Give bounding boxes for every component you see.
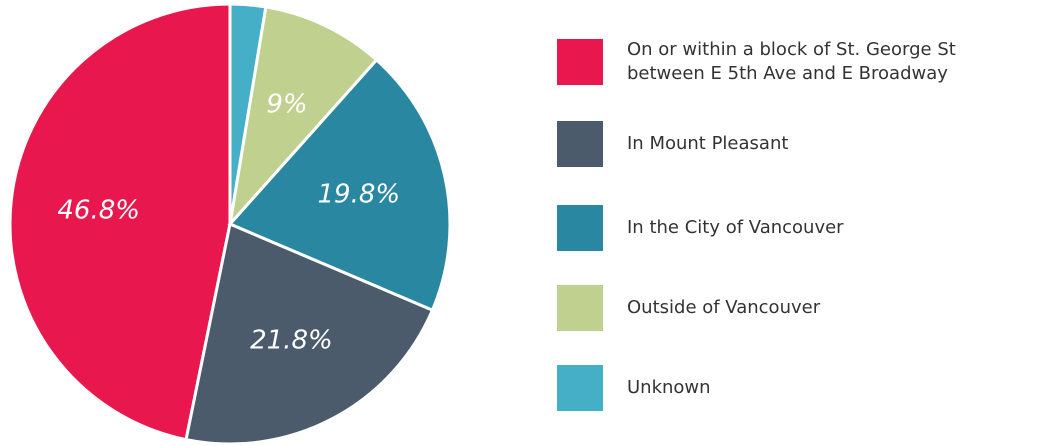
legend-swatch xyxy=(557,39,603,85)
legend-swatch xyxy=(557,365,603,411)
legend-item: Outside of Vancouver xyxy=(557,284,820,332)
legend-item: In Mount Pleasant xyxy=(557,120,788,168)
legend-item: On or within a block of St. George St be… xyxy=(557,38,956,86)
legend-label: Unknown xyxy=(627,377,711,398)
pie-slice xyxy=(184,221,435,446)
pie-slice xyxy=(228,2,268,225)
legend-swatch xyxy=(557,285,603,331)
pie-slice xyxy=(227,5,379,229)
legend-label: Outside of Vancouver xyxy=(627,297,821,318)
legend-label: In the City of Vancouver xyxy=(627,217,844,238)
slice-label: 19.8% xyxy=(318,180,401,210)
legend-swatch xyxy=(557,121,603,167)
legend-item: Unknown xyxy=(557,364,711,412)
pie-slice xyxy=(8,2,232,442)
pie-chart: 46.8%21.8%19.8%9%2.6% xyxy=(8,2,452,446)
pie-slice xyxy=(227,57,452,313)
legend-label: On or within a block of St. George St be… xyxy=(627,39,956,84)
legend-swatch xyxy=(557,205,603,251)
slice-label: 21.8% xyxy=(250,325,333,355)
slice-label: 9% xyxy=(266,89,307,119)
legend-label: In Mount Pleasant xyxy=(627,133,789,154)
legend-item: In the City of Vancouver xyxy=(557,204,844,252)
slice-label: 46.8% xyxy=(57,195,140,225)
